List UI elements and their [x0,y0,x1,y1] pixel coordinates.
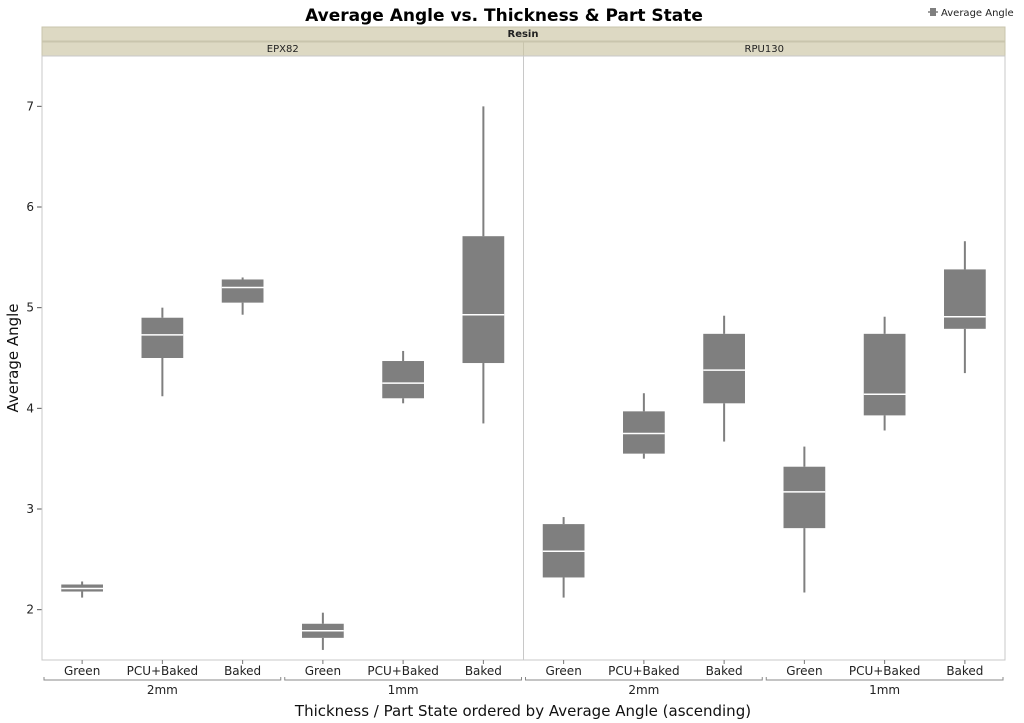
x-tick-label: Green [545,664,581,678]
legend: Average Angle [928,8,1014,19]
x-axis-label: Thickness / Part State ordered by Averag… [294,702,751,720]
y-tick-label: 5 [26,301,34,315]
y-tick-label: 6 [26,200,34,214]
legend-label: Average Angle [941,8,1014,19]
group-label: 1mm [388,683,419,697]
x-tick-label: PCU+Baked [849,664,921,678]
box-plot [61,581,103,598]
group-label: 2mm [147,683,178,697]
box-plot [542,517,585,598]
box [703,333,745,404]
y-axis-label: Average Angle [4,303,22,412]
x-tick-label: PCU+Baked [608,664,680,678]
x-tick-label: Green [64,664,100,678]
box-plot [462,106,505,424]
panel-frame [523,55,1006,661]
box-plot [141,307,184,397]
resin-strip-label: Resin [508,29,539,40]
x-tick-label: Green [786,664,822,678]
box-plot [221,277,264,315]
group-bracket [284,677,522,681]
box [783,466,826,529]
x-tick-label: Baked [706,664,743,678]
panel-strip-label: RPU130 [745,44,784,55]
x-tick-label: PCU+Baked [127,664,199,678]
group-label: 1mm [869,683,900,697]
box [462,236,505,364]
box-plot [944,241,986,374]
box [863,333,906,416]
box-plot [783,446,826,593]
group-label: 2mm [628,683,659,697]
x-tick-label: PCU+Baked [367,664,439,678]
legend-marker-icon [928,8,938,16]
panel-frame [41,55,524,661]
box [141,317,184,358]
y-tick-label: 7 [26,99,34,113]
box-plot [623,393,665,459]
box-plot [703,315,745,442]
box [944,269,986,329]
x-tick-label: Green [305,664,341,678]
panel-strip-label: EPX82 [267,44,299,55]
resin-strip [41,26,1006,42]
x-tick-label: Baked [946,664,983,678]
group-bracket [765,677,1004,681]
y-tick-label: 4 [26,401,34,415]
group-bracket [43,677,282,681]
x-tick-label: Baked [224,664,261,678]
chart-title: Average Angle vs. Thickness & Part State [305,6,703,26]
x-tick-label: Baked [465,664,502,678]
box-plot [863,316,906,431]
y-tick-label: 2 [26,603,34,617]
box [623,411,665,454]
box-plot [382,350,424,404]
group-bracket [525,677,763,681]
box [382,361,424,399]
box-plot [302,612,344,650]
y-tick-label: 3 [26,502,34,516]
box [221,279,264,303]
